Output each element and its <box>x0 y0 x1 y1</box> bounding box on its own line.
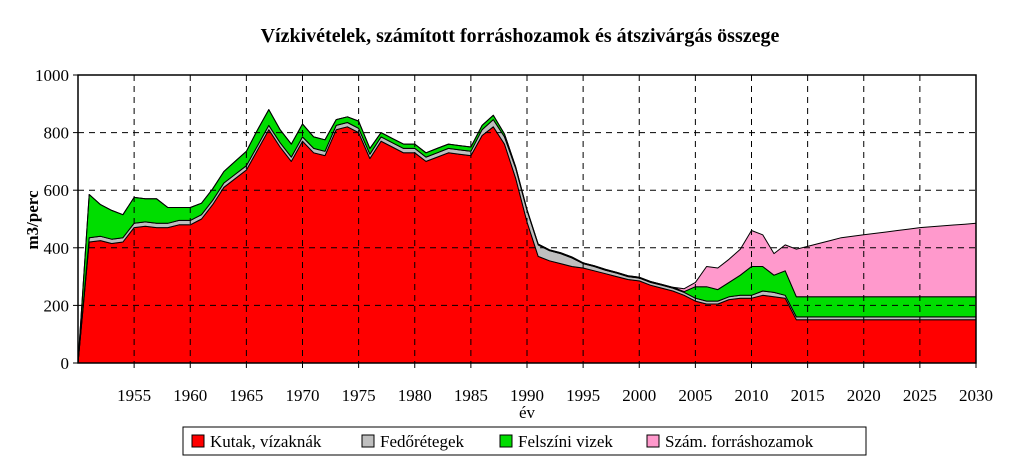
x-tick-label: 1965 <box>229 386 263 405</box>
y-tick-label: 0 <box>61 354 70 373</box>
x-tick-label: 2015 <box>791 386 825 405</box>
x-tick-label: 1980 <box>398 386 432 405</box>
x-tick-label: 1960 <box>173 386 207 405</box>
y-tick-label: 800 <box>44 124 70 143</box>
legend-box <box>182 426 867 456</box>
y-axis-label: m3/perc <box>23 190 42 250</box>
y-tick-label: 200 <box>44 296 70 315</box>
legend: Kutak, vízaknák Fedőrétegek Felszíni vizek… <box>182 426 867 456</box>
x-tick-label: 1995 <box>566 386 600 405</box>
x-tick-label: 1985 <box>454 386 488 405</box>
x-tick-label: 1955 <box>117 386 151 405</box>
legend-swatch-1 <box>191 434 205 448</box>
x-axis-label: év <box>519 403 536 422</box>
x-tick-label: 2030 <box>959 386 993 405</box>
x-tick-label: 2000 <box>622 386 656 405</box>
legend-swatch-4 <box>646 434 660 448</box>
y-tick-label: 400 <box>44 239 70 258</box>
legend-label-2: Fedőrétegek <box>380 432 465 451</box>
x-tick-label: 2005 <box>678 386 712 405</box>
y-tick-label: 1000 <box>35 66 69 85</box>
x-tick-label: 1970 <box>286 386 320 405</box>
y-axis: 0 200 400 600 800 1000 <box>35 66 78 373</box>
x-tick-label: 1990 <box>510 386 544 405</box>
legend-swatch-2 <box>361 434 375 448</box>
legend-label-4: Szám. forráshozamok <box>665 432 814 451</box>
x-tick-label: 1975 <box>342 386 376 405</box>
y-tick-label: 600 <box>44 181 70 200</box>
x-axis: 1955 1960 1965 1970 1975 1980 1985 1990 1995 2000… <box>117 363 993 405</box>
x-tick-label: 2025 <box>903 386 937 405</box>
legend-label-1: Kutak, vízaknák <box>210 432 322 451</box>
legend-label-3: Felszíni vizek <box>518 432 613 451</box>
legend-swatch-3 <box>499 434 513 448</box>
x-tick-label: 2010 <box>735 386 769 405</box>
chart-title: Vízkivételek, számított forráshozamok és… <box>261 25 780 47</box>
x-tick-label: 2020 <box>847 386 881 405</box>
gridlines <box>78 75 976 363</box>
